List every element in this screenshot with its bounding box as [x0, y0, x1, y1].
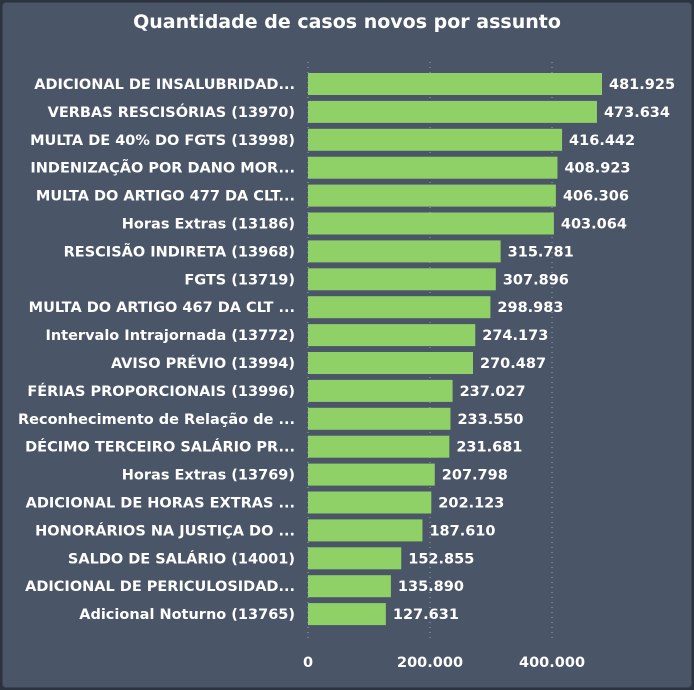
category-label: Horas Extras (13769) — [122, 468, 295, 484]
category-label: SALDO DE SALÁRIO (14001) — [68, 550, 295, 567]
bar-value-label: 202.123 — [438, 496, 504, 512]
category-label: RESCISÃO INDIRETA (13968) — [64, 243, 295, 260]
category-label: Intervalo Intrajornada (13772) — [45, 328, 295, 344]
bar — [308, 100, 597, 123]
bar — [308, 519, 423, 542]
bar — [308, 296, 491, 319]
bar — [308, 379, 453, 402]
category-label: MULTA DO ARTIGO 467 DA CLT ... — [29, 300, 295, 316]
category-label: Adicional Noturno (13765) — [79, 607, 295, 623]
bar-value-label: 408.923 — [564, 161, 630, 177]
bar — [308, 73, 602, 95]
bar-value-label: 307.896 — [503, 272, 569, 288]
category-label: AVISO PRÉVIO (13994) — [111, 355, 295, 372]
bar — [308, 407, 451, 430]
bar — [308, 128, 563, 151]
bar — [308, 491, 432, 514]
category-label: MULTA DO ARTIGO 477 DA CLT... — [36, 189, 295, 205]
bar-value-label: 187.610 — [429, 523, 495, 539]
bar-value-label: 298.983 — [497, 300, 563, 316]
bar — [308, 268, 496, 291]
bar-value-label: 231.681 — [456, 440, 522, 456]
bar — [308, 575, 391, 598]
bar-value-label: 416.442 — [569, 133, 635, 149]
bar — [308, 184, 556, 207]
bar-value-label: 473.634 — [604, 105, 670, 121]
category-label: ADICIONAL DE INSALUBRIDAD... — [34, 77, 295, 93]
category-label: VERBAS RESCISÓRIAS (13970) — [48, 103, 295, 121]
category-label: DÉCIMO TERCEIRO SALÁRIO PR... — [25, 439, 295, 456]
category-label: FGTS (13719) — [184, 272, 295, 288]
category-label: ADICIONAL DE HORAS EXTRAS ... — [26, 496, 295, 512]
category-label: HONORÁRIOS NA JUSTIÇA DO ... — [35, 522, 295, 539]
bar-value-label: 207.798 — [442, 468, 508, 484]
bar — [308, 324, 476, 347]
bar-value-label: 481.925 — [609, 77, 675, 93]
x-tick-label: 400.000 — [519, 655, 585, 671]
category-label: Reconhecimento de Relação de ... — [18, 412, 295, 428]
bar — [308, 352, 474, 374]
x-tick-label: 0 — [303, 655, 313, 671]
bar-value-label: 406.306 — [563, 189, 629, 205]
bar-value-label: 237.027 — [460, 384, 526, 400]
bar — [308, 212, 554, 235]
bar-value-label: 127.631 — [393, 607, 459, 623]
category-label: FÉRIAS PROPORCIONAIS (13996) — [27, 383, 295, 400]
bar — [308, 156, 558, 179]
bar — [308, 463, 435, 486]
category-label: Horas Extras (13186) — [122, 217, 295, 233]
bar-value-label: 233.550 — [457, 412, 523, 428]
bar — [308, 240, 501, 263]
category-label: MULTA DE 40% DO FGTS (13998) — [30, 133, 295, 149]
bar — [308, 603, 386, 626]
bar — [308, 547, 402, 570]
bar-value-label: 403.064 — [561, 217, 627, 233]
bar-value-label: 315.781 — [508, 244, 574, 260]
x-tick-label: 200.000 — [397, 655, 463, 671]
category-label: ADICIONAL DE PERICULOSIDAD... — [25, 579, 295, 595]
bar — [308, 435, 450, 458]
bar-value-label: 274.173 — [482, 328, 548, 344]
bar-value-label: 270.487 — [480, 356, 546, 372]
chart-title: Quantidade de casos novos por assunto — [133, 11, 561, 33]
bar-value-label: 135.890 — [398, 579, 464, 595]
bar-value-label: 152.855 — [408, 551, 474, 567]
category-label: INDENIZAÇÃO POR DANO MOR... — [30, 160, 295, 177]
